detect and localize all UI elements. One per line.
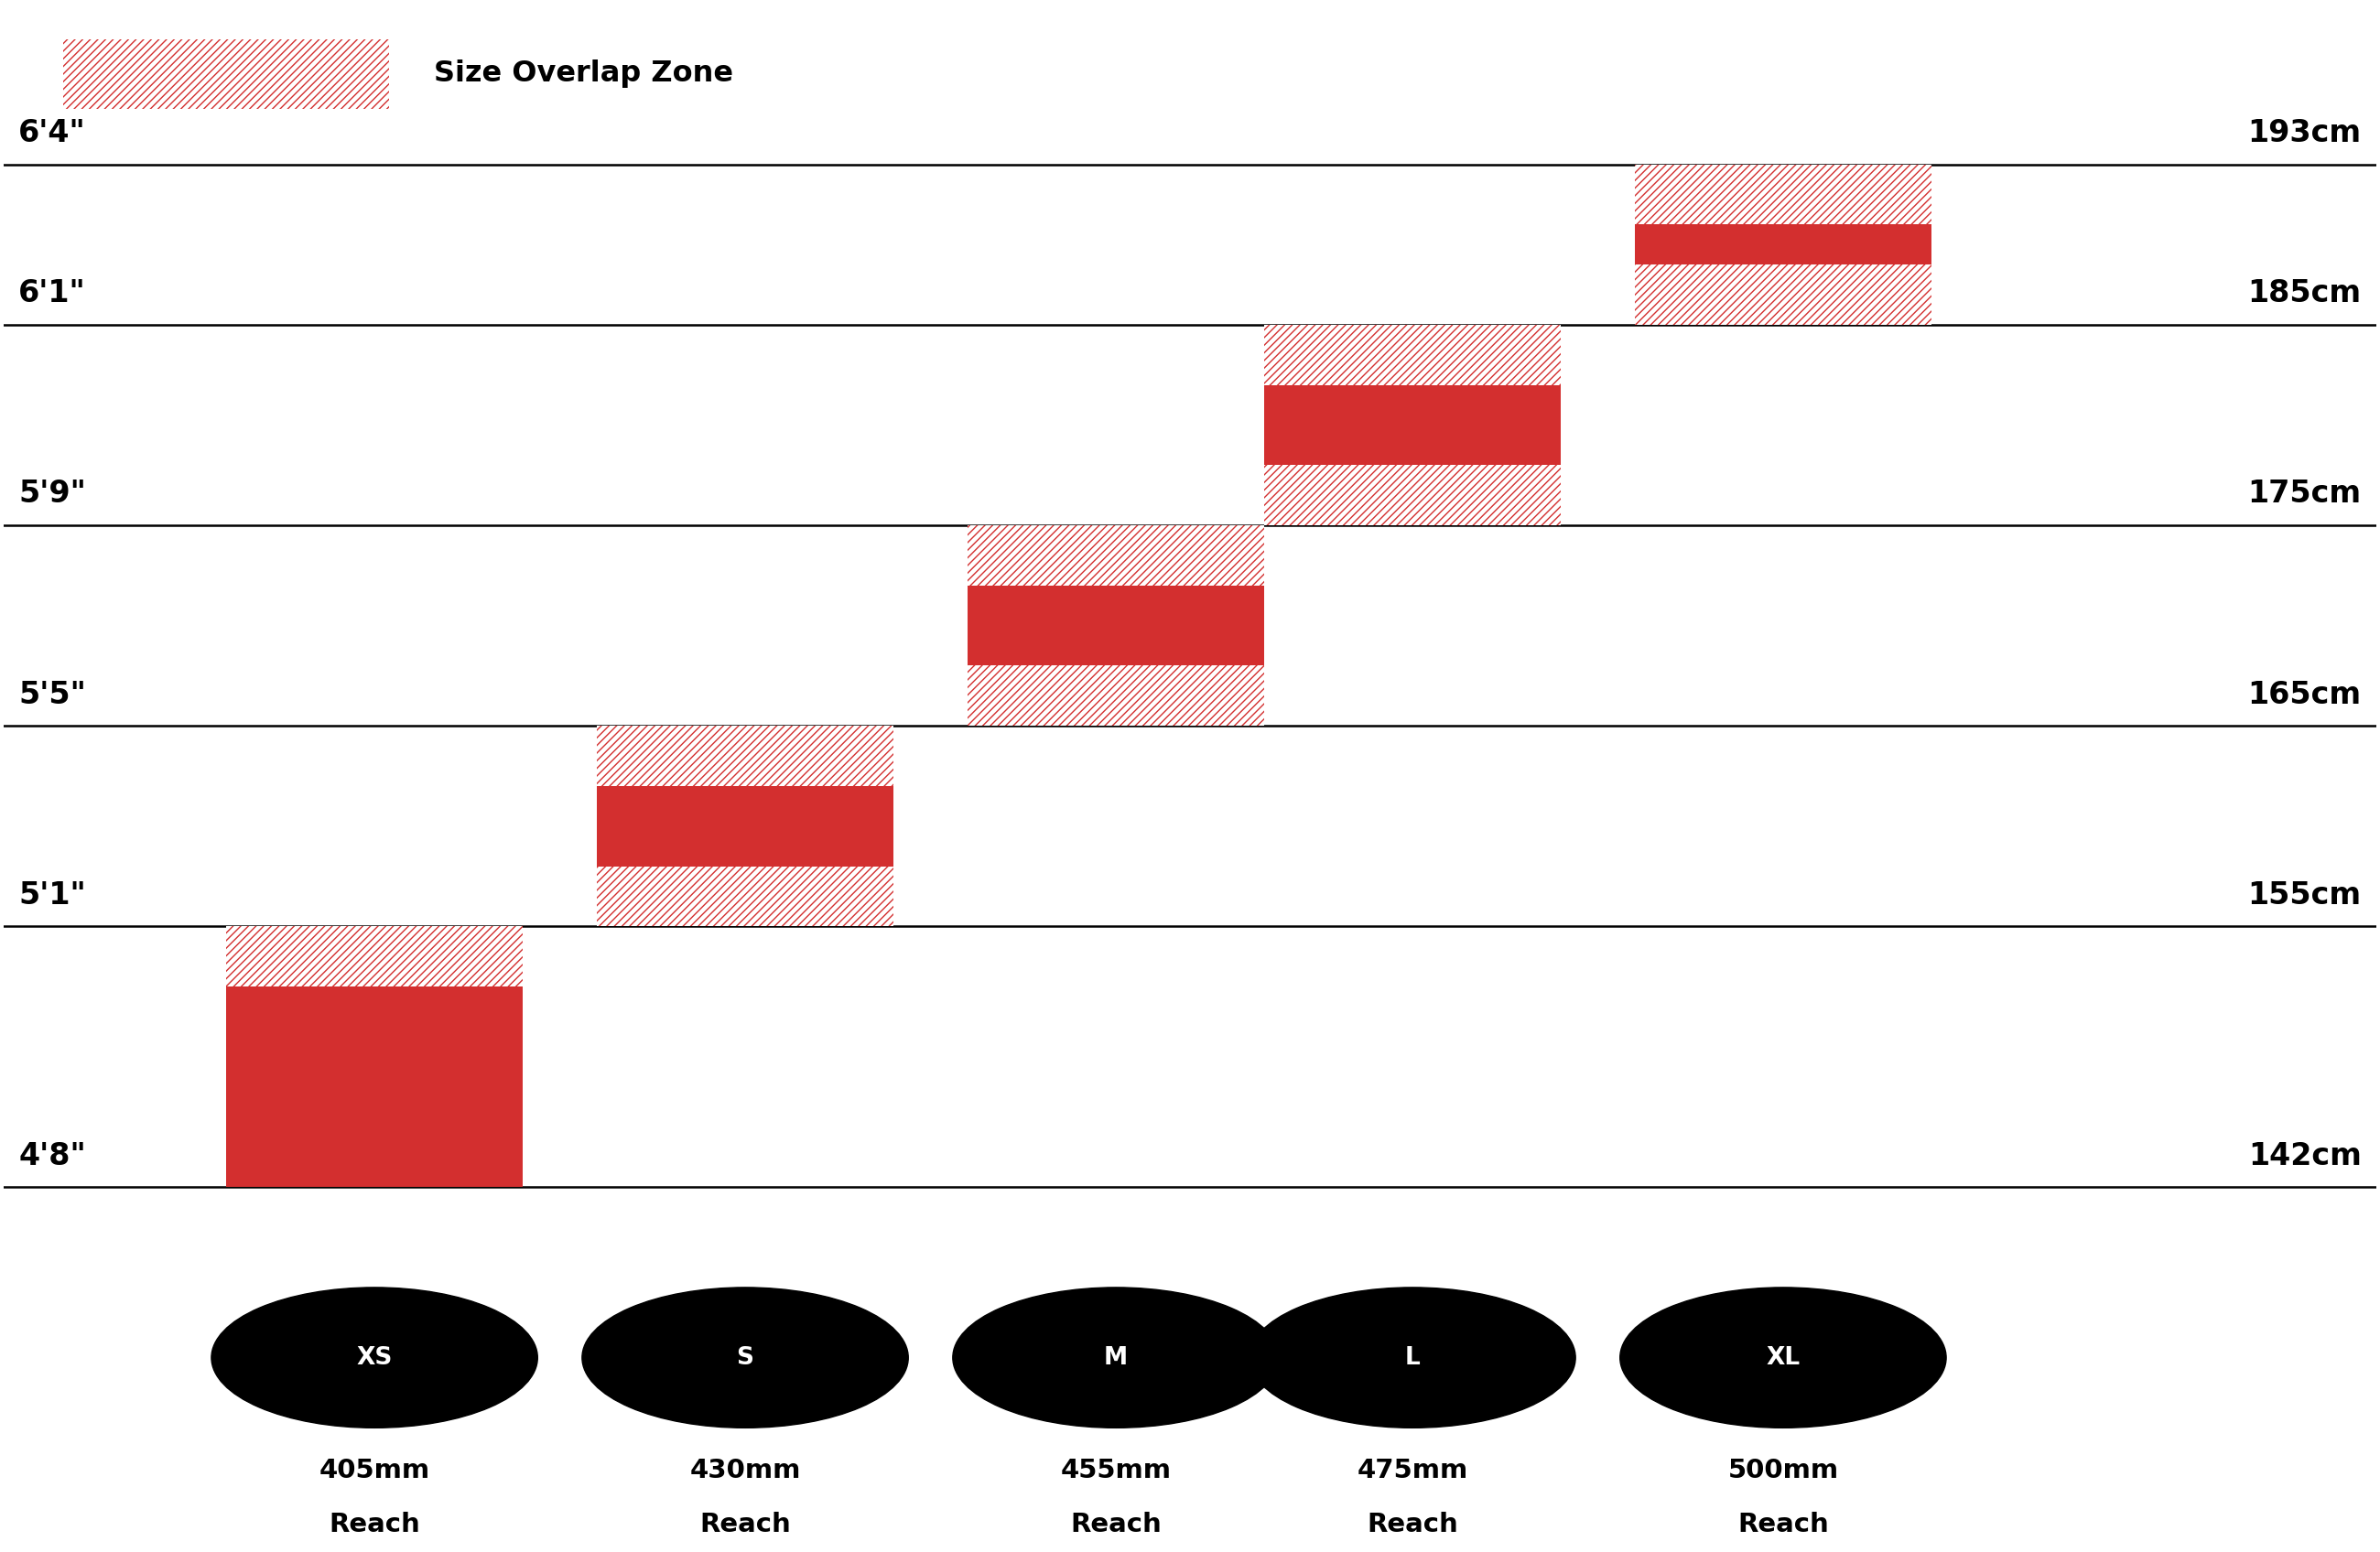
Bar <box>1264 466 1561 525</box>
Bar <box>64 39 390 109</box>
Text: 6'4": 6'4" <box>19 118 86 149</box>
Text: Reach: Reach <box>1366 1512 1459 1538</box>
Bar <box>226 927 524 987</box>
Text: 5'5": 5'5" <box>19 680 86 709</box>
Bar <box>597 726 892 785</box>
Text: 185cm: 185cm <box>2247 278 2361 309</box>
Text: 5'9": 5'9" <box>19 480 86 509</box>
Text: 142cm: 142cm <box>2249 1141 2361 1172</box>
Text: L: L <box>1404 1346 1421 1369</box>
Bar <box>226 987 524 1187</box>
Ellipse shape <box>212 1288 538 1428</box>
Bar <box>1264 385 1561 466</box>
Bar <box>969 585 1264 666</box>
Text: 4'8": 4'8" <box>19 1141 86 1172</box>
Bar <box>1264 324 1561 385</box>
Text: Reach: Reach <box>1071 1512 1161 1538</box>
Bar <box>1635 165 1930 225</box>
Bar <box>1635 264 1930 324</box>
Ellipse shape <box>952 1288 1278 1428</box>
Bar <box>597 866 892 927</box>
Text: 165cm: 165cm <box>2247 680 2361 709</box>
Text: XL: XL <box>1766 1346 1799 1369</box>
Ellipse shape <box>1621 1288 1947 1428</box>
Text: 193cm: 193cm <box>2247 118 2361 149</box>
Ellipse shape <box>583 1288 909 1428</box>
Text: S: S <box>735 1346 754 1369</box>
Text: M: M <box>1104 1346 1128 1369</box>
Text: Reach: Reach <box>1737 1512 1828 1538</box>
Text: 430mm: 430mm <box>690 1457 800 1484</box>
Bar <box>969 666 1264 726</box>
Bar <box>969 525 1264 585</box>
Text: 500mm: 500mm <box>1728 1457 1837 1484</box>
Text: 5'1": 5'1" <box>19 880 86 911</box>
Text: XS: XS <box>357 1346 393 1369</box>
Text: 6'1": 6'1" <box>19 278 86 309</box>
Text: 475mm: 475mm <box>1357 1457 1468 1484</box>
Text: 155cm: 155cm <box>2247 880 2361 911</box>
Text: Reach: Reach <box>700 1512 790 1538</box>
Text: Size Overlap Zone: Size Overlap Zone <box>433 61 733 88</box>
Ellipse shape <box>1250 1288 1576 1428</box>
Text: 455mm: 455mm <box>1061 1457 1171 1484</box>
Text: 175cm: 175cm <box>2247 480 2361 509</box>
Text: 405mm: 405mm <box>319 1457 431 1484</box>
Bar <box>1635 225 1930 264</box>
Bar <box>597 785 892 866</box>
Text: Reach: Reach <box>328 1512 421 1538</box>
